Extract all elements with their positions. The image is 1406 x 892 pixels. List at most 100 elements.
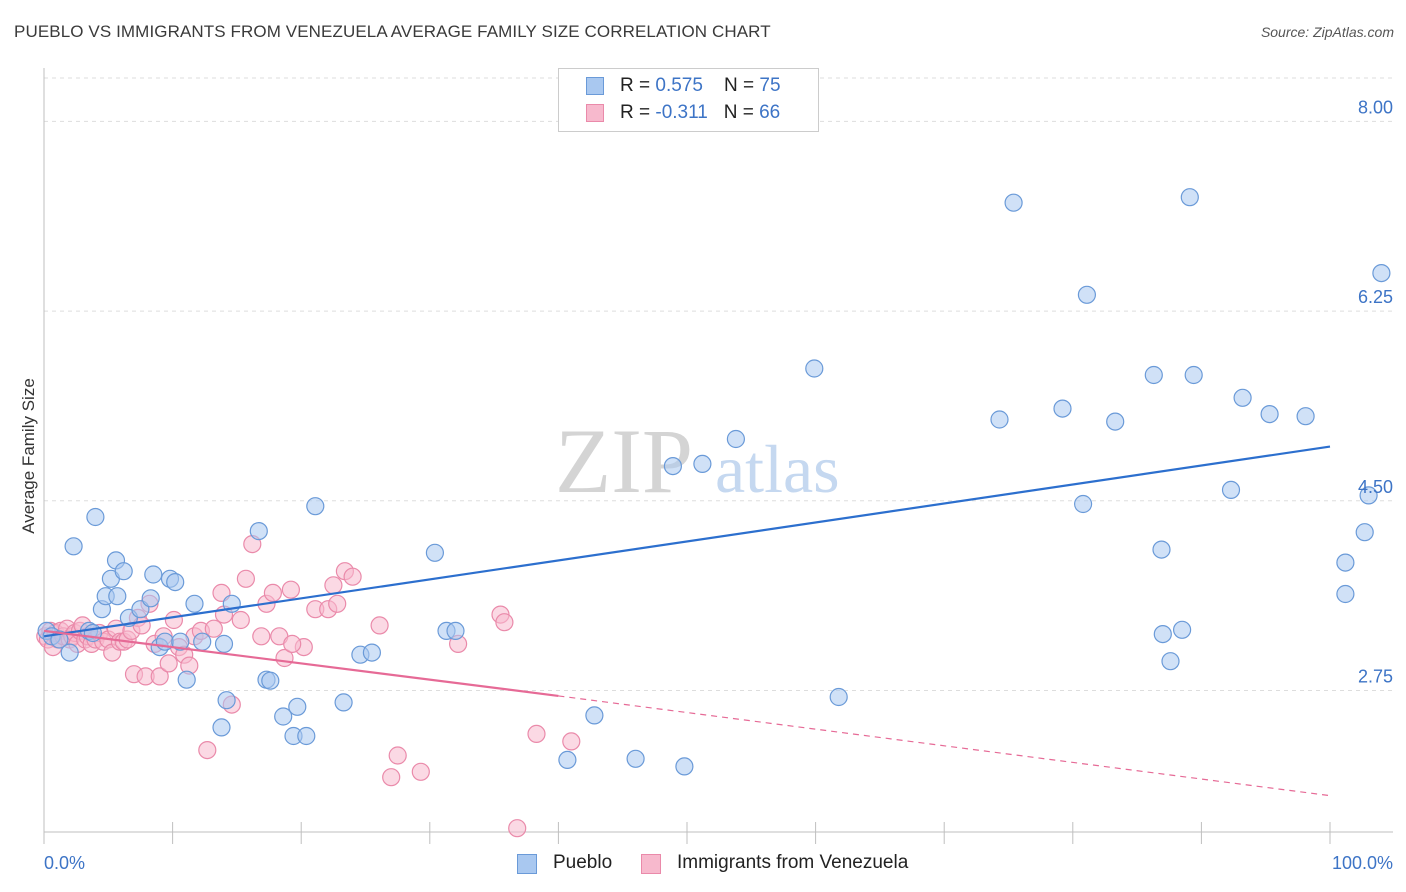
pueblo-point [274, 707, 293, 726]
pueblo-point [1336, 584, 1355, 604]
pueblo-point [1153, 624, 1172, 644]
pueblo-point [1359, 486, 1378, 505]
pueblo-point [288, 697, 307, 716]
pueblo-point [626, 749, 645, 768]
venezuela-point [508, 819, 527, 838]
venezuela-point [527, 724, 546, 744]
pueblo-point [144, 565, 163, 584]
grid-lines [44, 77, 1393, 691]
trend-lines [43, 445, 1331, 797]
pueblo-point [185, 594, 204, 613]
pueblo-point [446, 621, 465, 641]
pueblo-point [1221, 480, 1241, 499]
correlation-legend: R = 0.575 N = 75 R = -0.311 N = 66 [558, 68, 819, 132]
axes [43, 68, 1393, 844]
pueblo-point [1180, 188, 1199, 207]
legend-r-label: R = [620, 75, 656, 96]
venezuela-trend-extension [558, 695, 1331, 797]
pueblo-point [1184, 365, 1203, 385]
venezuela-point [236, 569, 255, 588]
pueblo-point [177, 670, 196, 689]
legend-swatch-pink [586, 104, 604, 122]
pueblo-point [990, 410, 1009, 429]
venezuela-point [411, 762, 430, 781]
pueblo-points [37, 188, 1391, 776]
pueblo-point [141, 589, 160, 608]
venezuela-point [370, 616, 389, 635]
pueblo-point [64, 537, 83, 556]
y-tick-label: 4.50 [1358, 477, 1393, 497]
pueblo-point [83, 623, 103, 643]
pueblo-point [214, 634, 234, 654]
x-tick-label-max: 100.0% [1332, 853, 1393, 873]
legend-n-value: 66 [759, 102, 781, 123]
pueblo-point [726, 429, 746, 449]
pueblo-point [166, 572, 185, 592]
bottom-legend-label-pueblo: Pueblo [553, 852, 613, 873]
venezuela-point [204, 619, 223, 638]
pueblo-point [1172, 620, 1192, 639]
pueblo-point [558, 750, 577, 770]
pueblo-point [425, 543, 444, 562]
pueblo-point [1233, 388, 1252, 407]
venezuela-point [150, 667, 169, 686]
y-tick-label: 6.25 [1358, 287, 1393, 307]
venezuela-point [252, 627, 271, 646]
pueblo-point [193, 632, 212, 651]
bottom-legend-swatch-blue [517, 854, 537, 874]
venezuela-point [562, 732, 581, 751]
pueblo-point [1106, 412, 1125, 431]
pueblo-point [1004, 193, 1023, 212]
y-tick-label: 8.00 [1358, 97, 1393, 117]
pueblo-point [1336, 553, 1355, 572]
venezuela-point [283, 634, 302, 654]
legend-swatch-blue [586, 77, 604, 95]
pueblo-point [86, 507, 105, 527]
pueblo-point [60, 643, 79, 662]
venezuela-point [263, 583, 282, 603]
source-credit: Source: ZipAtlas.com [1260, 24, 1394, 40]
pueblo-point [362, 643, 381, 662]
x-tick-label-min: 0.0% [44, 853, 85, 873]
pueblo-point [212, 718, 231, 737]
pueblo-point [261, 671, 280, 690]
pueblo-point [805, 359, 824, 378]
chart-title: PUEBLO VS IMMIGRANTS FROM VENEZUELA AVER… [14, 22, 771, 41]
pueblo-point [1077, 285, 1097, 304]
pueblo-point [1152, 540, 1171, 559]
pueblo-point [1073, 494, 1093, 514]
venezuela-point [231, 610, 250, 630]
venezuela-point [281, 580, 300, 599]
venezuela-point [164, 610, 183, 630]
pueblo-point [1296, 407, 1315, 426]
venezuela-point [159, 654, 178, 673]
pueblo-point [693, 454, 712, 473]
pueblo-point [1260, 405, 1279, 424]
pueblo-point [829, 687, 848, 707]
pueblo-point [663, 457, 683, 476]
pueblo-point [1144, 365, 1163, 385]
pueblo-point [217, 691, 236, 710]
y-axis-label: Average Family Size [19, 378, 38, 534]
pueblo-point [249, 521, 268, 541]
legend-r-value: -0.311 [655, 102, 708, 123]
pueblo-point [1161, 652, 1180, 671]
pueblo-point [675, 757, 694, 776]
pueblo-point [114, 562, 133, 581]
legend-n-label: N = [723, 102, 760, 123]
legend-r-label: R = [620, 102, 656, 123]
pueblo-point [171, 632, 190, 651]
venezuela-point [198, 740, 217, 760]
pueblo-point [334, 693, 353, 712]
venezuela-point [388, 746, 407, 765]
bottom-legend-swatch-pink [641, 854, 661, 874]
y-tick-label: 2.75 [1358, 666, 1393, 686]
legend-r-value: 0.575 [655, 75, 703, 96]
pueblo-point [108, 587, 127, 606]
pueblo-trend-line [43, 445, 1331, 638]
venezuela-point [343, 567, 362, 586]
y-tick-labels: 2.75 4.50 6.25 8.00 [1358, 97, 1393, 686]
venezuela-point [382, 768, 401, 787]
pueblo-point [1355, 523, 1374, 542]
